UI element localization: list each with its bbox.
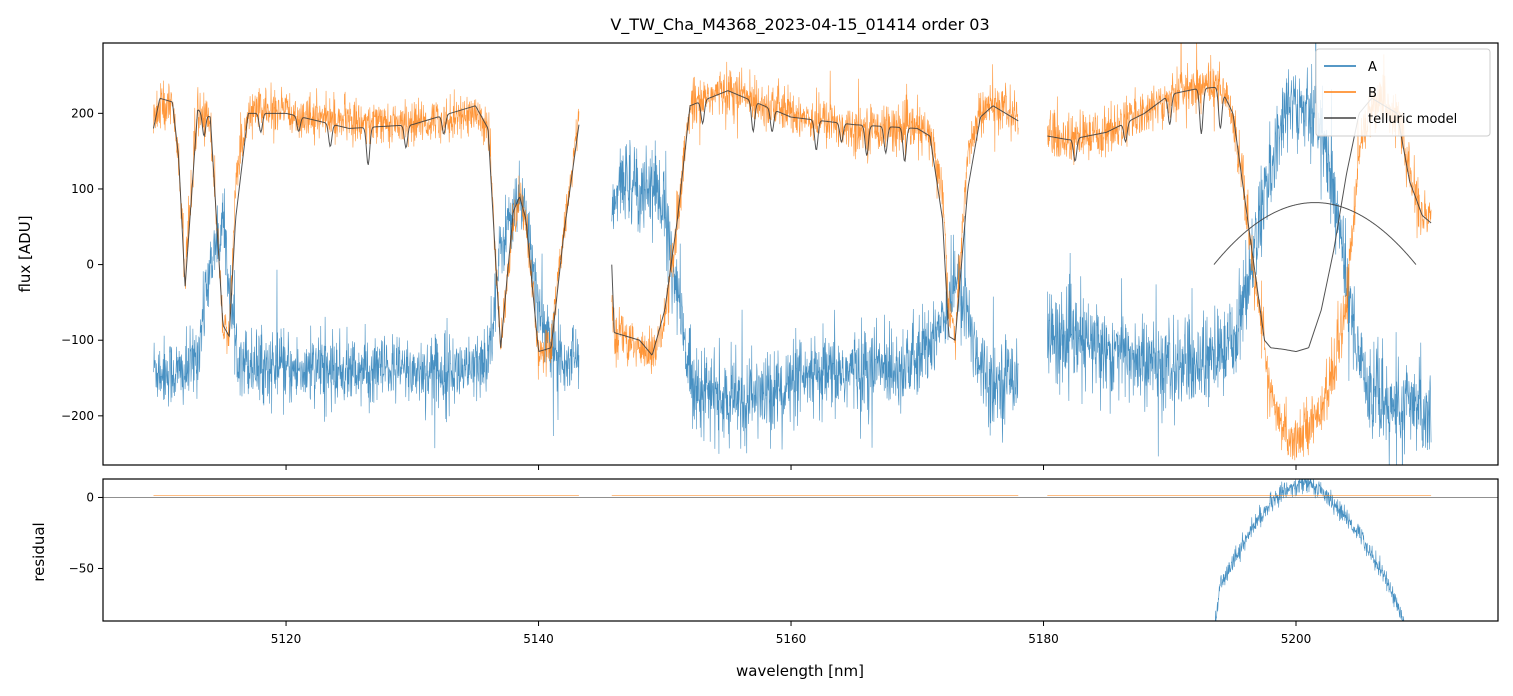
x-tick-label: 5120 <box>271 632 302 646</box>
flux-plot-frame <box>102 42 1499 466</box>
x-tick-label: 5200 <box>1281 632 1312 646</box>
chart-title: V_TW_Cha_M4368_2023-04-15_01414 order 03 <box>610 15 989 35</box>
y-tick-label: −200 <box>61 409 94 423</box>
y-tick-label: −50 <box>69 561 94 575</box>
residual-panel: −50 0 5120 5140 5160 5180 5200 residual wavel… <box>30 478 1499 680</box>
residual-plot-area <box>103 479 1498 621</box>
flux-series-a-segment-0 <box>153 160 580 449</box>
y-tick-label: 0 <box>86 258 94 272</box>
x-axis-label: wavelength [nm] <box>736 662 864 680</box>
y-tick-label: 0 <box>86 490 94 504</box>
flux-y-axis: −200 −100 0 100 200 <box>61 106 103 423</box>
flux-series-a-segment-2 <box>1047 43 1432 465</box>
x-tick-label: 5160 <box>776 632 807 646</box>
flux-series-telluric-model-segment-3 <box>1213 202 1417 265</box>
y-tick-label: 100 <box>71 182 94 196</box>
flux-series-group <box>153 43 1432 465</box>
legend-label-b: B <box>1368 86 1377 101</box>
legend-box <box>1315 48 1491 137</box>
flux-series-telluric-model-segment-0 <box>153 97 580 353</box>
residual-series-a-segment-0 <box>1215 479 1405 621</box>
legend[interactable]: A B telluric model <box>1315 48 1491 137</box>
residual-x-axis: 5120 5140 5160 5180 5200 <box>271 621 1312 646</box>
legend-label-telluric-model: telluric model <box>1368 112 1457 127</box>
residual-y-axis-label: residual <box>30 522 48 581</box>
flux-panel: −200 −100 0 100 200 flux [ADU] A B telluric … <box>16 42 1499 470</box>
y-tick-label: −100 <box>61 333 94 347</box>
flux-x-ticks <box>285 465 1297 470</box>
residual-y-axis: −50 0 <box>69 490 103 575</box>
flux-series-b-segment-1 <box>611 61 1019 375</box>
flux-y-axis-label: flux [ADU] <box>16 215 34 292</box>
x-tick-label: 5140 <box>523 632 554 646</box>
x-tick-label: 5180 <box>1028 632 1059 646</box>
y-tick-label: 200 <box>71 106 94 120</box>
residual-plot-frame <box>102 478 1499 622</box>
legend-label-a: A <box>1368 60 1377 75</box>
flux-series-telluric-model-segment-1 <box>611 90 1019 356</box>
residual-series-group <box>103 479 1498 621</box>
